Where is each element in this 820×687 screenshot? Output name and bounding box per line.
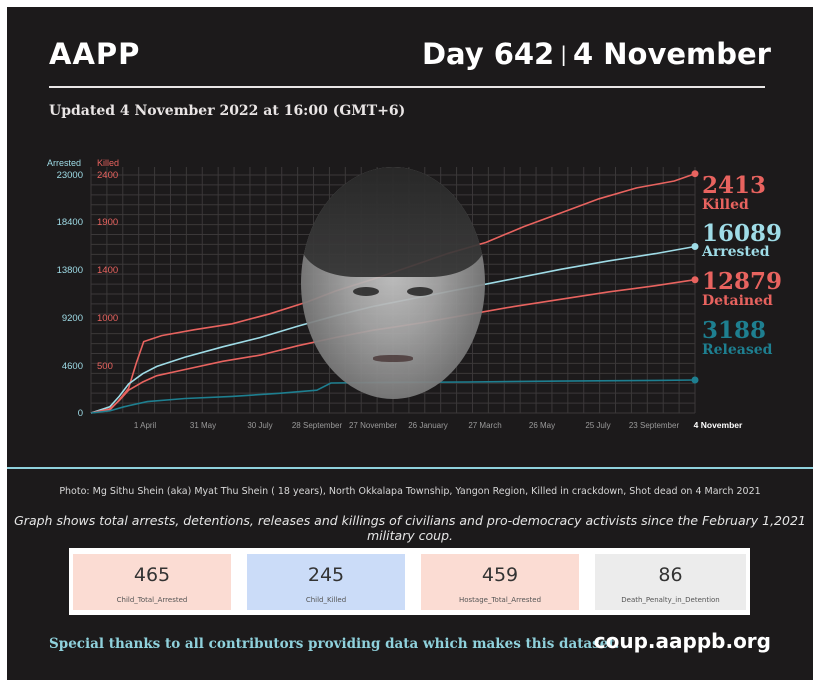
org-title: AAPP [49, 37, 141, 71]
right-tick-label: 1400 [97, 265, 118, 276]
stat-card: 86 Death_Penalty_in_Detention [595, 554, 746, 610]
end-value-released: 3188 [702, 317, 766, 344]
victim-photo [301, 167, 485, 399]
photo-credit: Photo: Mg Sithu Shein (aka) Myat Thu She… [59, 486, 761, 497]
left-tick-label: 23000 [57, 170, 83, 181]
series-line-released [90, 379, 696, 414]
x-tick-label: 27 March [468, 421, 501, 430]
x-tick-label: 31 May [190, 421, 216, 430]
right-tick-label: 2400 [97, 170, 118, 181]
series-end-dot-arrested [691, 243, 699, 251]
x-tick-label: 26 January [408, 421, 448, 430]
left-tick-label: 4600 [62, 361, 83, 372]
right-tick-label: 500 [97, 361, 113, 372]
x-tick-label: 27 November [349, 421, 397, 430]
axis-title-killed: Killed [97, 158, 119, 168]
x-tick-label: 25 July [585, 421, 610, 430]
end-name-detained: Detained [702, 293, 773, 309]
end-value-killed: 2413 [702, 172, 766, 199]
stat-value: 459 [481, 564, 519, 586]
photo-eye-right [407, 287, 433, 296]
stat-label: Hostage_Total_Arrested [458, 596, 542, 604]
left-tick-label: 18400 [57, 217, 83, 228]
graph-description: Graph shows total arrests, detentions, r… [14, 513, 806, 543]
stat-label: Death_Penalty_in_Detention [621, 596, 720, 604]
chart-axes: Arrested Killed 23000 18400 13800 9200 4600 0 24… [47, 158, 743, 430]
stat-value: 86 [658, 564, 683, 586]
photo-hair [301, 167, 485, 277]
series-end-dot-killed [691, 170, 699, 178]
left-tick-label: 0 [78, 408, 83, 419]
right-tick-label: 1000 [97, 313, 118, 324]
photo-eye-left [353, 287, 379, 296]
stat-card: 459 Hostage_Total_Arrested [421, 554, 579, 610]
end-name-killed: Killed [702, 197, 749, 213]
heading-date: 4 November [573, 37, 771, 71]
x-tick-label: 28 September [292, 421, 343, 430]
stat-value: 465 [133, 564, 171, 586]
series-end-dot-released [691, 376, 699, 384]
thanks-note: Special thanks to all contributors provi… [49, 636, 620, 652]
left-tick-label: 13800 [57, 265, 83, 276]
day-counter: Day 642 [421, 37, 555, 71]
x-tick-label: 4 November [694, 420, 743, 430]
website-link[interactable]: coup.aappb.org [593, 629, 771, 653]
stats-panel: 465 Child_Total_Arrested 245 Child_Killed 45… [69, 548, 750, 615]
day-date-heading: Day 642 | 4 November [422, 37, 771, 71]
end-name-arrested: Arrested [701, 244, 770, 260]
right-tick-label: 1900 [97, 217, 118, 228]
stat-card: 465 Child_Total_Arrested [73, 554, 231, 610]
end-name-released: Released [702, 342, 773, 358]
stat-label: Child_Killed [305, 596, 347, 604]
end-value-detained: 12879 [702, 268, 782, 295]
series-line-arrested [90, 245, 696, 414]
updated-timestamp: Updated 4 November 2022 at 16:00 (GMT+6) [49, 103, 406, 119]
stat-card: 245 Child_Killed [247, 554, 405, 610]
photo-mouth [373, 355, 413, 362]
series-end-dot-detained [691, 276, 699, 284]
title-divider [49, 86, 765, 88]
x-tick-label: 30 July [247, 421, 272, 430]
section-divider [7, 467, 813, 469]
axis-title-arrested: Arrested [47, 158, 81, 168]
stat-label: Child_Total_Arrested [116, 596, 188, 604]
end-value-arrested: 16089 [702, 220, 782, 247]
infographic: AAPP Day 642 | 4 November Updated 4 Novemb… [7, 7, 813, 680]
left-tick-label: 9200 [62, 313, 83, 324]
x-tick-label: 23 September [629, 421, 680, 430]
series-line-detained [90, 278, 696, 414]
stat-value: 245 [307, 564, 345, 586]
x-tick-label: 26 May [529, 421, 555, 430]
x-tick-label: 1 April [134, 421, 156, 430]
heading-separator: | [560, 42, 567, 66]
